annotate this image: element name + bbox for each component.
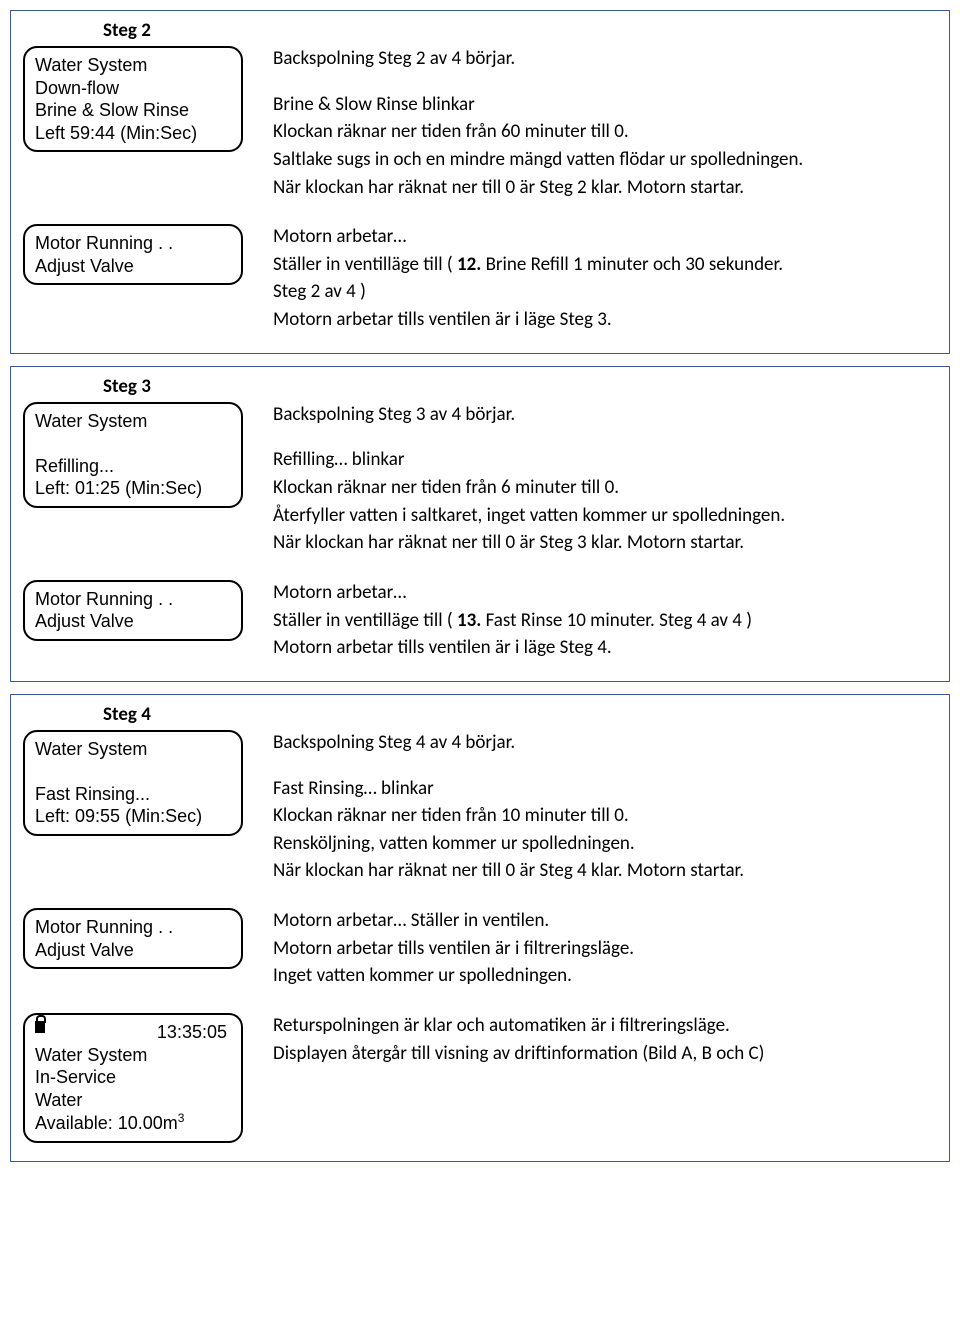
desc-text: Displayen återgår till visning av drifti… [273,1041,937,1067]
lcd-line: Left 59:44 (Min:Sec) [35,122,231,145]
lcd-line: Water System [35,738,231,761]
desc-text: Klockan räknar ner tiden från 10 minuter… [273,803,937,829]
desc-text: Refilling… blinkar [273,447,937,473]
lcd-display-1: Water System Refilling... Left: 01:25 (M… [23,402,243,508]
desc-text: Motorn arbetar tills ventilen är i filtr… [273,936,937,962]
desc-text: Steg 2 av 4 ) [273,279,937,305]
desc-text: Rensköljning, vatten kommer ur spolledni… [273,831,937,857]
desc-span: Fast Rinse 10 minuter. Steg 4 av 4 ) [481,609,752,632]
lcd-line: Adjust Valve [35,255,231,278]
description-block: Backspolning Steg 3 av 4 börjar. Refilli… [243,402,937,558]
section-step-4: Steg 4 Water System Fast Rinsing... Left… [10,694,950,1162]
lcd-line [35,432,231,455]
desc-span: Ställer in ventilläge till ( [273,253,457,276]
lcd-line: Water System [35,410,231,433]
lcd-line: Fast Rinsing... [35,783,231,806]
desc-text: Motorn arbetar… Ställer in ventilen. [273,908,937,934]
lcd-line: Adjust Valve [35,939,231,962]
desc-text: Motorn arbetar… [273,224,937,250]
lcd-display-motor: Motor Running . . Adjust Valve [23,908,243,969]
description-block: Motorn arbetar… Ställer in ventilen. Mot… [243,908,937,991]
lcd-line: Water System [35,54,231,77]
desc-text: Klockan räknar ner tiden från 60 minuter… [273,119,937,145]
lcd-line: Adjust Valve [35,610,231,633]
section-step-2: Steg 2 Water System Down-flow Brine & Sl… [10,10,950,354]
lcd-available: Available: 10.00m [35,1113,178,1133]
desc-text: Motorn arbetar tills ventilen är i läge … [273,635,937,661]
lcd-line: Available: 10.00m3 [35,1111,231,1135]
step-title: Steg 2 [103,19,937,42]
lock-icon [35,1021,45,1033]
desc-span: Brine Refill 1 minuter och 30 sekunder. [481,253,783,276]
lcd-display-inservice: 13:35:05 Water System In-Service Water A… [23,1013,243,1143]
row-lcd2: Motor Running . . Adjust Valve Motorn ar… [23,224,937,335]
lcd-display-motor: Motor Running . . Adjust Valve [23,224,243,285]
lcd-time: 13:35:05 [157,1022,227,1042]
lcd-line: Motor Running . . [35,916,231,939]
desc-text: När klockan har räknat ner till 0 är Ste… [273,858,937,884]
description-block: Motorn arbetar… Ställer in ventilläge ti… [243,224,937,335]
desc-text: Saltlake sugs in och en mindre mängd vat… [273,147,937,173]
row-lcd3: 13:35:05 Water System In-Service Water A… [23,1013,937,1143]
description-block: Returspolningen är klar och automatiken … [243,1013,937,1068]
section-step-3: Steg 3 Water System Refilling... Left: 0… [10,366,950,682]
desc-span: Ställer in ventilläge till ( [273,609,457,632]
description-block: Backspolning Steg 2 av 4 börjar. Brine &… [243,46,937,202]
desc-bold: 13. [457,609,481,632]
step-title: Steg 3 [103,375,937,398]
lcd-display-motor: Motor Running . . Adjust Valve [23,580,243,641]
lcd-line: Refilling... [35,455,231,478]
desc-text: Fast Rinsing… blinkar [273,776,937,802]
desc-text: Återfyller vatten i saltkaret, inget vat… [273,503,937,529]
row-lcd2: Motor Running . . Adjust Valve Motorn ar… [23,908,937,991]
lcd-line: Down-flow [35,77,231,100]
desc-text: Backspolning Steg 2 av 4 börjar. [273,46,937,72]
desc-text: Backspolning Steg 4 av 4 börjar. [273,730,937,756]
step-title: Steg 4 [103,703,937,726]
desc-text: När klockan har räknat ner till 0 är Ste… [273,530,937,556]
description-block: Backspolning Steg 4 av 4 börjar. Fast Ri… [243,730,937,886]
row-lcd2: Motor Running . . Adjust Valve Motorn ar… [23,580,937,663]
lcd-line: Brine & Slow Rinse [35,99,231,122]
row-lcd1: Water System Refilling... Left: 01:25 (M… [23,402,937,558]
desc-text: Brine & Slow Rinse blinkar [273,92,937,118]
lcd-line: Motor Running . . [35,232,231,255]
desc-text: Returspolningen är klar och automatiken … [273,1013,937,1039]
desc-text: Ställer in ventilläge till ( 13. Fast Ri… [273,608,937,634]
lcd-display-1: Water System Down-flow Brine & Slow Rins… [23,46,243,152]
description-block: Motorn arbetar… Ställer in ventilläge ti… [243,580,937,663]
lcd-line [35,760,231,783]
lcd-line: In-Service [35,1066,231,1089]
lcd-line: Motor Running . . [35,588,231,611]
lcd-line: Water System [35,1044,231,1067]
desc-text: Motorn arbetar… [273,580,937,606]
desc-text: Backspolning Steg 3 av 4 börjar. [273,402,937,428]
lcd-line: Left: 09:55 (Min:Sec) [35,805,231,828]
lcd-unit-sup: 3 [178,1111,185,1125]
desc-text: Motorn arbetar tills ventilen är i läge … [273,307,937,333]
lcd-time-line: 13:35:05 [35,1021,231,1044]
desc-bold: 12. [457,253,481,276]
lcd-line: Left: 01:25 (Min:Sec) [35,477,231,500]
desc-text: Inget vatten kommer ur spolledningen. [273,963,937,989]
row-lcd1: Water System Down-flow Brine & Slow Rins… [23,46,937,202]
desc-text: När klockan har räknat ner till 0 är Ste… [273,175,937,201]
lcd-display-1: Water System Fast Rinsing... Left: 09:55… [23,730,243,836]
desc-text: Klockan räknar ner tiden från 6 minuter … [273,475,937,501]
lcd-line: Water [35,1089,231,1112]
row-lcd1: Water System Fast Rinsing... Left: 09:55… [23,730,937,886]
desc-text: Ställer in ventilläge till ( 12. Brine R… [273,252,937,278]
